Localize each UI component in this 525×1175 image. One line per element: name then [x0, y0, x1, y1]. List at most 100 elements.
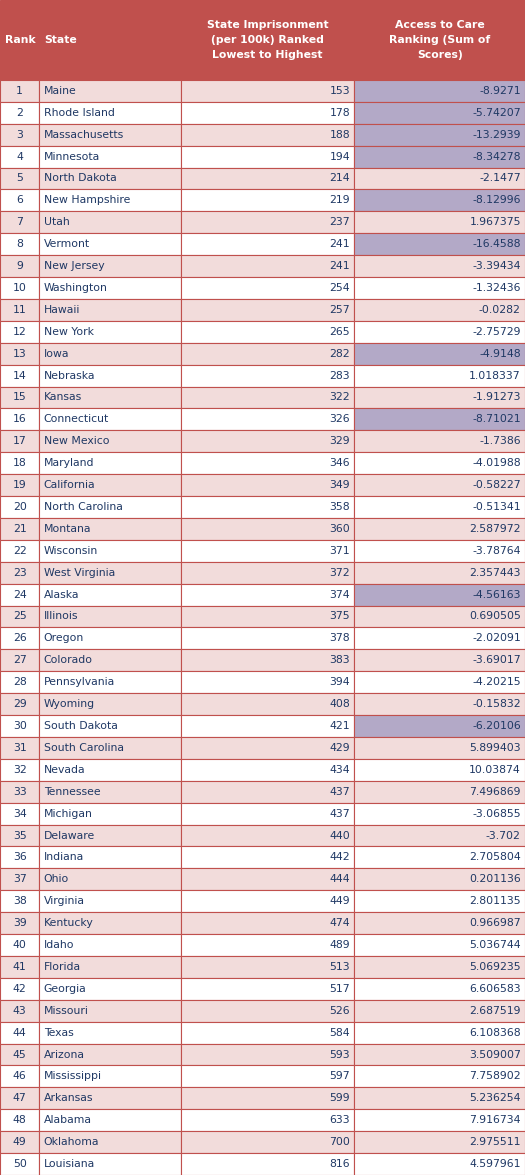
Text: -3.06855: -3.06855 — [472, 808, 521, 819]
Text: 437: 437 — [330, 808, 350, 819]
Bar — [39, 233, 181, 255]
Text: 349: 349 — [330, 481, 350, 490]
Text: 0.966987: 0.966987 — [469, 918, 521, 928]
Text: 8: 8 — [16, 240, 23, 249]
Bar — [181, 1109, 354, 1132]
Text: -1.91273: -1.91273 — [472, 392, 521, 403]
Bar — [39, 1043, 181, 1066]
Text: -2.75729: -2.75729 — [472, 327, 521, 337]
Text: 42: 42 — [13, 983, 27, 994]
Bar — [39, 1022, 181, 1043]
Text: 30: 30 — [13, 721, 27, 731]
Bar — [0, 298, 39, 321]
Bar — [0, 934, 39, 956]
Text: Access to Care: Access to Care — [395, 20, 485, 29]
Bar — [354, 627, 525, 650]
Text: 32: 32 — [13, 765, 27, 774]
Bar — [354, 475, 525, 496]
Text: 360: 360 — [329, 524, 350, 533]
Text: 444: 444 — [330, 874, 350, 885]
Bar — [181, 518, 354, 539]
Text: 4.597961: 4.597961 — [469, 1159, 521, 1169]
Bar — [354, 934, 525, 956]
Bar — [354, 452, 525, 475]
Bar — [354, 1109, 525, 1132]
Text: 41: 41 — [13, 962, 27, 972]
Bar — [39, 189, 181, 212]
Bar — [0, 255, 39, 277]
Text: Maryland: Maryland — [44, 458, 94, 468]
Bar — [39, 452, 181, 475]
Bar — [354, 605, 525, 627]
Text: 599: 599 — [330, 1094, 350, 1103]
Bar — [0, 189, 39, 212]
Text: 584: 584 — [330, 1028, 350, 1038]
Bar — [181, 123, 354, 146]
Bar — [0, 978, 39, 1000]
Bar — [181, 584, 354, 605]
Bar — [0, 759, 39, 780]
Text: 0.201136: 0.201136 — [469, 874, 521, 885]
Bar — [354, 168, 525, 189]
Bar — [39, 321, 181, 343]
Bar — [0, 1109, 39, 1132]
Text: Louisiana: Louisiana — [44, 1159, 95, 1169]
Bar — [181, 605, 354, 627]
Bar — [181, 1153, 354, 1175]
Text: 633: 633 — [330, 1115, 350, 1126]
Bar — [181, 825, 354, 846]
Text: 1: 1 — [16, 86, 23, 96]
Bar — [181, 168, 354, 189]
Text: Mississippi: Mississippi — [44, 1072, 101, 1081]
Text: 43: 43 — [13, 1006, 27, 1015]
Bar — [0, 671, 39, 693]
Bar — [0, 387, 39, 409]
Text: 25: 25 — [13, 611, 27, 622]
Text: 700: 700 — [329, 1137, 350, 1147]
Text: 2.357443: 2.357443 — [469, 568, 521, 578]
Bar — [354, 233, 525, 255]
Text: 31: 31 — [13, 743, 27, 753]
Bar — [354, 780, 525, 803]
Text: 517: 517 — [330, 983, 350, 994]
Bar — [354, 518, 525, 539]
Text: 2: 2 — [16, 108, 23, 118]
Text: 38: 38 — [13, 897, 27, 906]
Bar — [354, 430, 525, 452]
Bar — [39, 868, 181, 891]
Bar — [354, 846, 525, 868]
Bar — [39, 716, 181, 737]
Bar — [0, 605, 39, 627]
Bar — [181, 298, 354, 321]
Text: 33: 33 — [13, 787, 27, 797]
Bar — [0, 716, 39, 737]
Text: Delaware: Delaware — [44, 831, 95, 840]
Text: -2.1477: -2.1477 — [479, 174, 521, 183]
Bar — [0, 452, 39, 475]
Text: West Virginia: West Virginia — [44, 568, 115, 578]
Bar — [354, 80, 525, 102]
Text: 45: 45 — [13, 1049, 27, 1060]
Bar — [0, 146, 39, 168]
Text: -13.2939: -13.2939 — [472, 129, 521, 140]
Bar — [181, 562, 354, 584]
Text: 194: 194 — [330, 152, 350, 161]
Bar — [39, 1132, 181, 1153]
Bar — [39, 978, 181, 1000]
Bar — [0, 409, 39, 430]
Text: 408: 408 — [329, 699, 350, 709]
Text: 1.018337: 1.018337 — [469, 370, 521, 381]
Bar — [181, 1043, 354, 1066]
Bar — [354, 102, 525, 123]
Text: Missouri: Missouri — [44, 1006, 88, 1015]
Bar — [354, 956, 525, 978]
Bar — [354, 409, 525, 430]
Text: 254: 254 — [330, 283, 350, 293]
Bar — [0, 912, 39, 934]
Text: Idaho: Idaho — [44, 940, 74, 951]
Text: 0.690505: 0.690505 — [469, 611, 521, 622]
Text: 214: 214 — [330, 174, 350, 183]
Text: 283: 283 — [330, 370, 350, 381]
Bar — [354, 387, 525, 409]
Text: California: California — [44, 481, 95, 490]
